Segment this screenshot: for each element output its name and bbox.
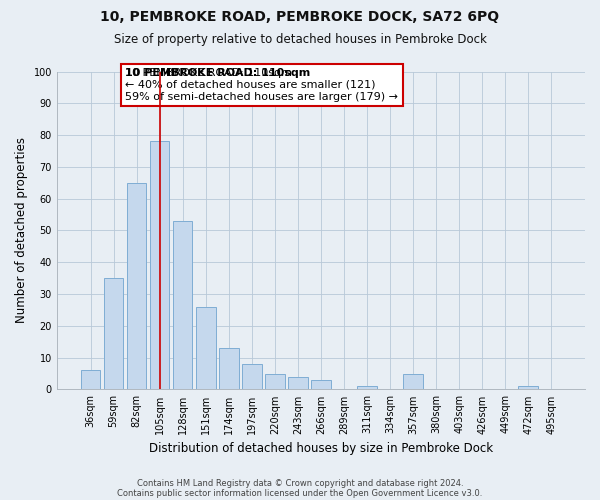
Bar: [518, 386, 538, 390]
Bar: [288, 376, 308, 390]
Bar: [104, 278, 124, 390]
Bar: [242, 364, 262, 390]
Bar: [150, 142, 169, 390]
Text: 10 PEMBROKE ROAD: 110sqm: 10 PEMBROKE ROAD: 110sqm: [125, 68, 311, 78]
Text: Contains public sector information licensed under the Open Government Licence v3: Contains public sector information licen…: [118, 488, 482, 498]
Text: 10 PEMBROKE ROAD: 110sqm
← 40% of detached houses are smaller (121)
59% of semi-: 10 PEMBROKE ROAD: 110sqm ← 40% of detach…: [125, 68, 398, 102]
Bar: [81, 370, 100, 390]
Bar: [173, 221, 193, 390]
Bar: [265, 374, 284, 390]
Bar: [196, 307, 215, 390]
Y-axis label: Number of detached properties: Number of detached properties: [15, 138, 28, 324]
Text: Size of property relative to detached houses in Pembroke Dock: Size of property relative to detached ho…: [113, 32, 487, 46]
Bar: [357, 386, 377, 390]
Bar: [127, 183, 146, 390]
Text: 10, PEMBROKE ROAD, PEMBROKE DOCK, SA72 6PQ: 10, PEMBROKE ROAD, PEMBROKE DOCK, SA72 6…: [100, 10, 500, 24]
Bar: [403, 374, 423, 390]
Bar: [311, 380, 331, 390]
Text: Contains HM Land Registry data © Crown copyright and database right 2024.: Contains HM Land Registry data © Crown c…: [137, 478, 463, 488]
X-axis label: Distribution of detached houses by size in Pembroke Dock: Distribution of detached houses by size …: [149, 442, 493, 455]
Bar: [219, 348, 239, 390]
